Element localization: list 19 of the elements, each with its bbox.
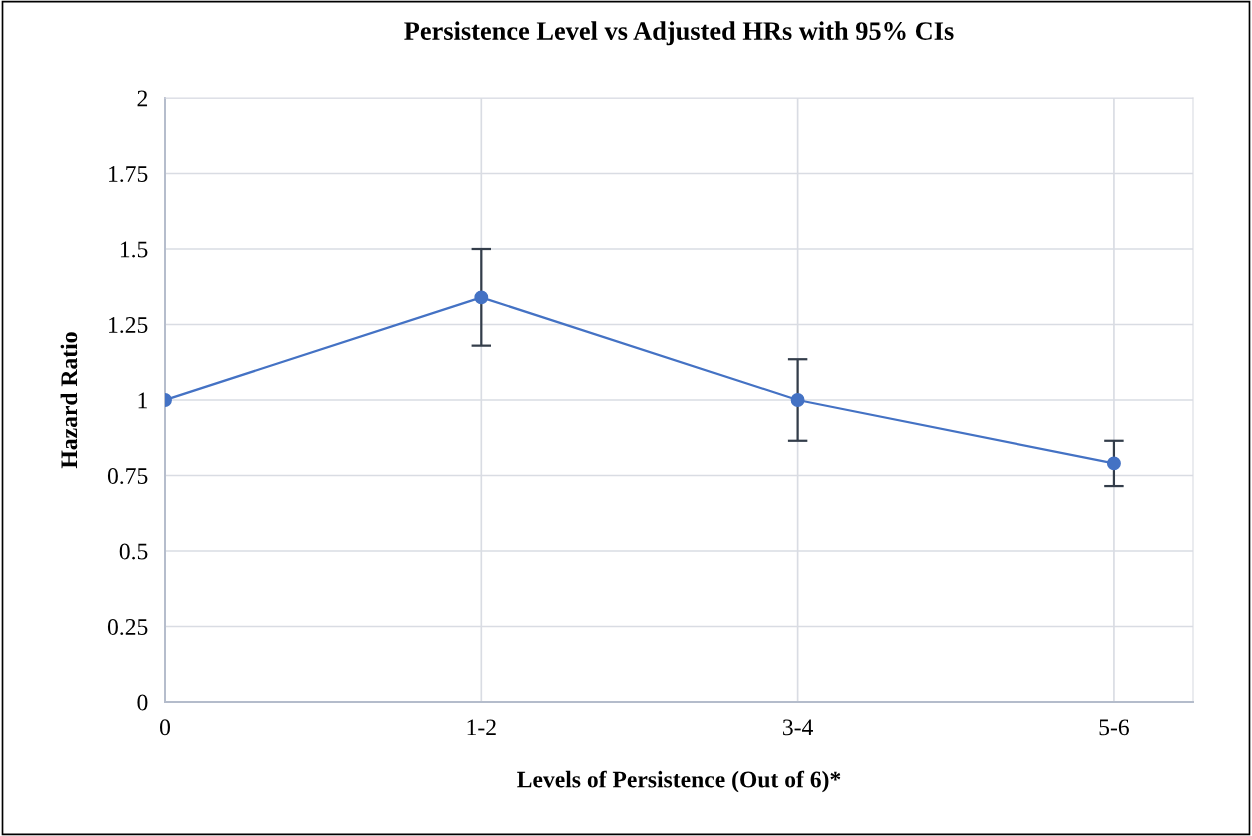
- y-tick-label: 0: [137, 694, 148, 711]
- x-axis-title: Levels of Persistence (Out of 6)*: [517, 770, 841, 793]
- y-axis-title: Hazard Ratio: [60, 332, 78, 469]
- y-tick-label: 2: [137, 90, 148, 107]
- y-tick-label: 1.5: [120, 241, 148, 258]
- point: [474, 290, 489, 305]
- y-tick-label: 1.75: [109, 166, 148, 183]
- x-tick-label: 0: [160, 719, 170, 736]
- x-tick-label: 1-2: [467, 719, 496, 736]
- y-tick-label: 0.25: [107, 618, 148, 636]
- y-tick-label: 0.5: [119, 543, 148, 560]
- point: [790, 393, 805, 407]
- y-tick-label: 1.25: [109, 317, 148, 334]
- y-tick-label: 1: [138, 392, 147, 409]
- x-tick-label: 3-4: [783, 719, 813, 736]
- point: [1106, 456, 1121, 471]
- y-tick-label: 0.75: [107, 467, 148, 485]
- chart-title: Persistence Level vs Adjusted HRs with 95% CIs: [404, 21, 954, 46]
- x-tick-label: 5-6: [1099, 719, 1129, 736]
